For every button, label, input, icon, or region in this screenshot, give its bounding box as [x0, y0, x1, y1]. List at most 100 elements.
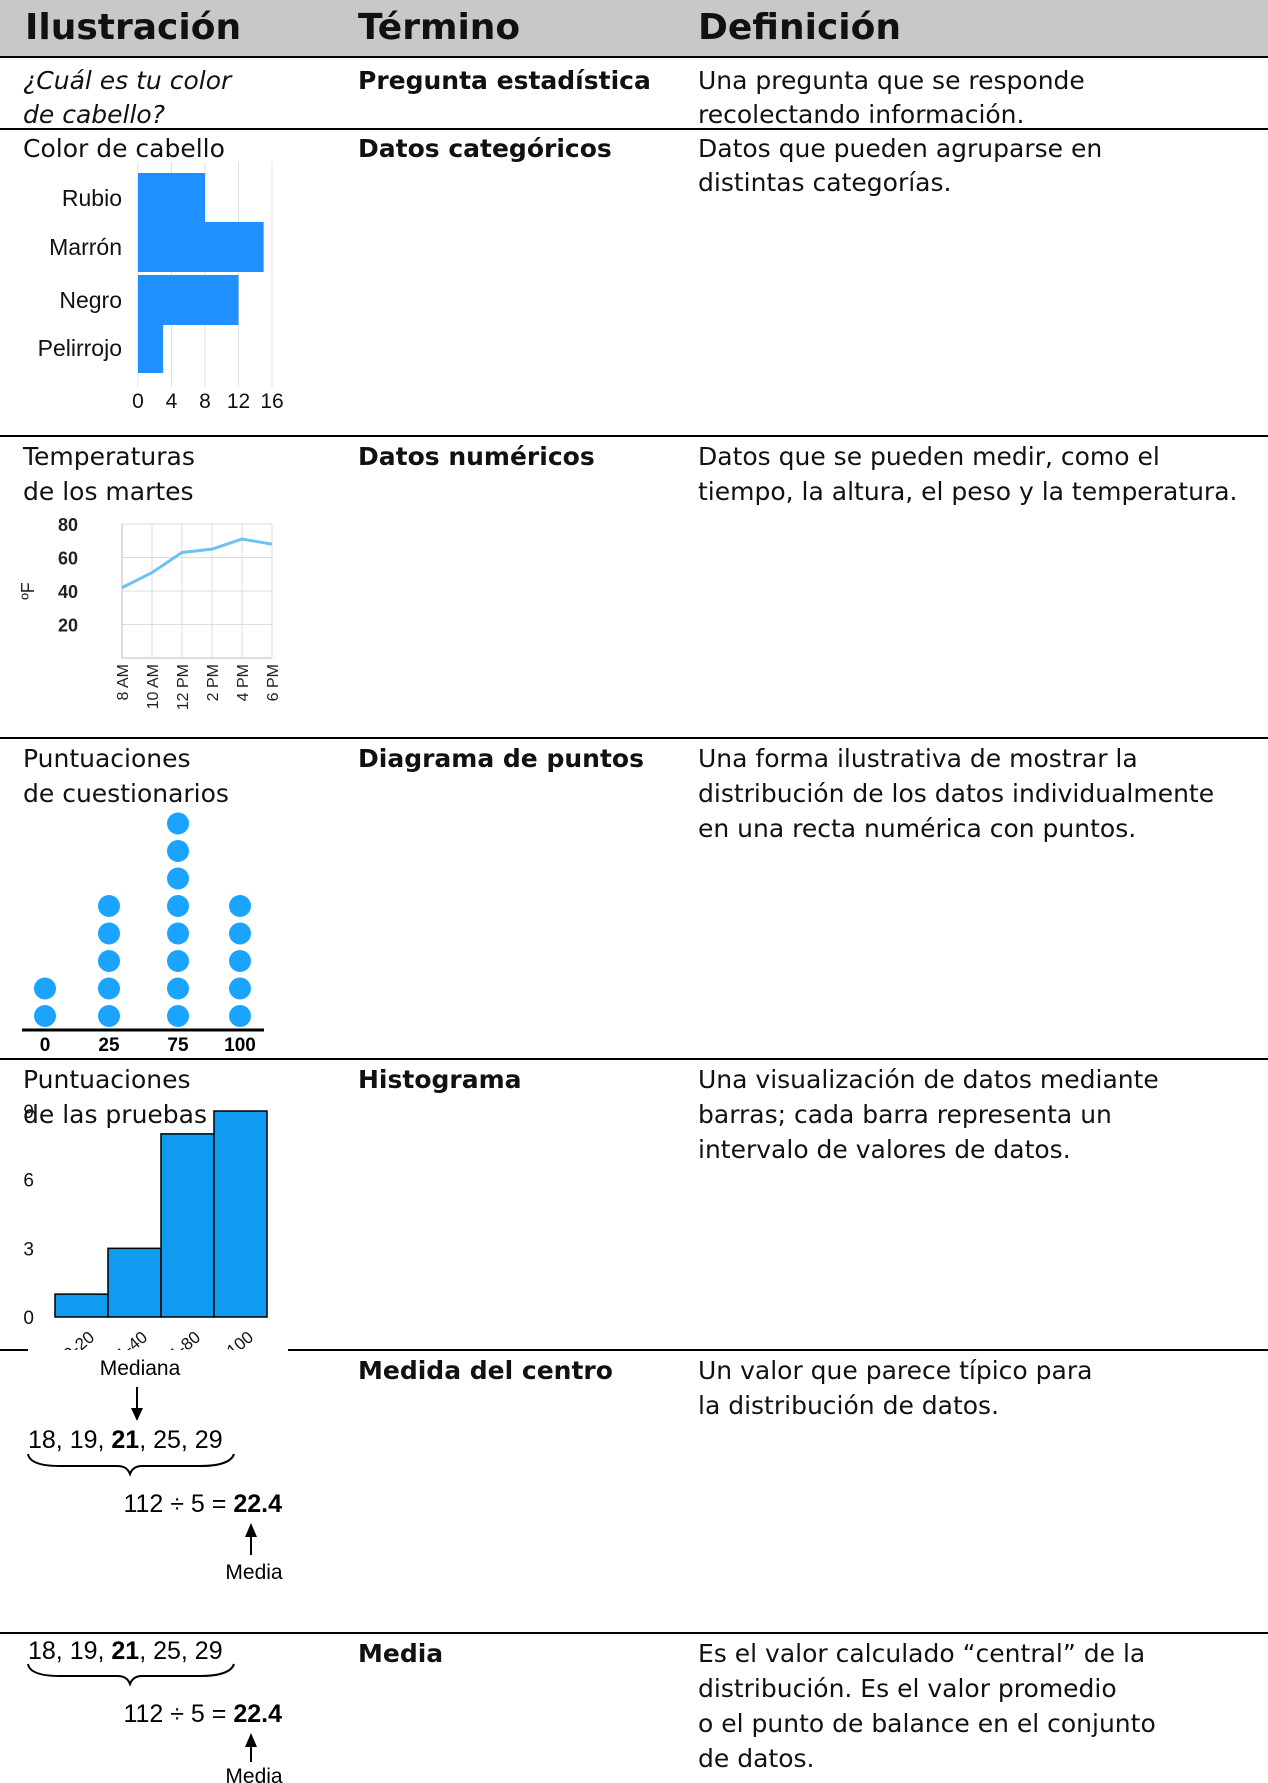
- x-tick-label: 0: [132, 390, 144, 413]
- table-row: Color de cabello 0 4 8 12 16 Rubio Marrón Negro…: [0, 130, 1268, 433]
- dot-plot: 0 25 75 100: [22, 812, 264, 1056]
- data-dot: [229, 1005, 251, 1027]
- row-divider: [0, 128, 1268, 130]
- histogram-bar: [54, 1293, 109, 1318]
- data-dot: [34, 977, 56, 1000]
- series-line: [121, 537, 273, 589]
- row-divider: [0, 737, 1268, 739]
- row-divider-right: [288, 1349, 1268, 1351]
- chart-title-line-1: Puntuaciones: [23, 744, 191, 773]
- y-tick-label: 0: [23, 1308, 34, 1329]
- row-divider: [0, 1632, 1268, 1634]
- chart-title-line-2: de los martes: [23, 477, 194, 506]
- category-label: Pelirrojo: [38, 335, 122, 361]
- mean-calculation: 112 ÷ 5 = 22.4: [123, 1700, 282, 1728]
- y-tick-label: 3: [23, 1239, 34, 1260]
- table-row: Puntuaciones de las pruebas 0 3 6 9 0-20 21-4…: [0, 1060, 1268, 1350]
- bar: [138, 222, 264, 272]
- term-label: Medida del centro: [358, 1356, 613, 1385]
- data-dot: [167, 977, 189, 1000]
- x-tick-label: 12: [227, 390, 250, 413]
- media-label: Media: [225, 1765, 283, 1783]
- histogram: 0 3 6 9 0-20 21-40 41-8081-100: [23, 1102, 268, 1350]
- category-label: Marrón: [49, 234, 122, 260]
- arrow-up-icon: [245, 1733, 257, 1762]
- term-label: Histograma: [358, 1065, 522, 1094]
- x-tick-label: 25: [98, 1035, 120, 1056]
- chart-title: Color de cabello: [23, 134, 225, 163]
- x-tick-label: 12 PM: [175, 664, 192, 710]
- x-tick-label: 6 PM: [265, 664, 282, 701]
- term-label: Datos numéricos: [358, 442, 595, 471]
- y-axis-label: ºF: [18, 582, 38, 600]
- data-dot: [98, 1005, 120, 1027]
- definition-line: en una recta numérica con puntos.: [698, 814, 1137, 843]
- y-tick-label: 9: [23, 1102, 34, 1123]
- bar: [138, 173, 205, 223]
- header-definition: Definición: [698, 7, 901, 48]
- definition-line: la distribución de datos.: [698, 1391, 1000, 1420]
- illustration-question-line-2: de cabello?: [23, 100, 165, 129]
- data-dot: [229, 895, 251, 917]
- definition-line: distribución de los datos individualment…: [698, 779, 1215, 808]
- x-tick-label: 0-20: [60, 1328, 98, 1350]
- y-tick-label: 80: [58, 515, 78, 535]
- definition-line: intervalo de valores de datos.: [698, 1135, 1071, 1164]
- y-tick-label: 6: [23, 1171, 34, 1192]
- data-dot: [98, 977, 120, 1000]
- number-list: 18, 19, 21, 25, 29: [28, 1637, 223, 1665]
- definition-line: distintas categorías.: [698, 168, 952, 197]
- term-label: Diagrama de puntos: [358, 744, 644, 773]
- definition-line: Un valor que parece típico para: [698, 1356, 1093, 1385]
- bar: [138, 323, 164, 373]
- term-label: Datos categóricos: [358, 134, 612, 163]
- header-term: Término: [358, 7, 521, 48]
- line-chart: 20 40 60 80 8 AM 10 AM 12 PM 2 PM 4 PM 6 PM ºF: [18, 515, 282, 710]
- table-row: Puntuaciones de cuestionarios 0 25 75 100 D…: [0, 739, 1268, 1057]
- number-list: 18, 19, 21, 25, 29: [28, 1426, 223, 1454]
- media-label: Media: [225, 1561, 283, 1584]
- x-tick-label: 4: [166, 390, 178, 413]
- measure-of-center-figure: Mediana 18, 19, 21, 25, 29 112 ÷ 5 = 22.…: [27, 1357, 283, 1584]
- histogram-bar: [213, 1110, 268, 1318]
- data-dot: [229, 950, 251, 972]
- header-illustration: Ilustración: [25, 7, 242, 48]
- x-tick-label: 2 PM: [205, 664, 222, 701]
- data-dot: [167, 840, 189, 862]
- horizontal-bar-chart: 0 4 8 12 16 Rubio Marrón Negro Pelirrojo: [38, 162, 284, 413]
- definition-line: barras; cada barra representa un: [698, 1100, 1112, 1129]
- bar: [138, 275, 239, 325]
- row-divider-left: [0, 1349, 28, 1351]
- x-tick-label: 41-80: [159, 1328, 205, 1350]
- table-row: Mediana 18, 19, 21, 25, 29 112 ÷ 5 = 22.…: [0, 1351, 1268, 1634]
- data-dot: [98, 950, 120, 972]
- x-tick-label: 0: [40, 1035, 51, 1056]
- data-dot: [34, 1005, 56, 1027]
- data-dot: [167, 812, 189, 835]
- arrow-up-icon: [245, 1523, 257, 1555]
- arrow-down-icon: [131, 1387, 143, 1421]
- data-dot: [167, 895, 189, 917]
- term-label: Pregunta estadística: [358, 66, 651, 95]
- definition-line: Una visualización de datos mediante: [698, 1065, 1159, 1094]
- definition-line: distribución. Es el valor promedio: [698, 1674, 1117, 1703]
- term-label: Media: [358, 1639, 444, 1668]
- mean-figure: 18, 19, 21, 25, 29 112 ÷ 5 = 22.4 Media: [27, 1637, 283, 1783]
- definition-line: Datos que se pueden medir, como el: [698, 442, 1160, 471]
- data-dot: [167, 1005, 189, 1027]
- brace-icon: [27, 1453, 235, 1477]
- histogram-bar: [160, 1133, 215, 1318]
- data-dot: [167, 950, 189, 972]
- y-tick-label: 60: [58, 549, 78, 569]
- category-label: Rubio: [62, 185, 122, 211]
- x-tick-label: 21-40: [106, 1328, 152, 1350]
- illustration-question-line-1: ¿Cuál es tu color: [23, 66, 232, 95]
- table-header: Ilustración Término Definición: [0, 0, 1268, 58]
- chart-title-line-1: Puntuaciones: [23, 1065, 191, 1094]
- table-row: ¿Cuál es tu color de cabello? Pregunta e…: [0, 58, 1268, 129]
- mean-calculation: 112 ÷ 5 = 22.4: [123, 1490, 282, 1518]
- data-dot: [98, 922, 120, 945]
- chart-title-line-1: Temperaturas: [23, 442, 195, 471]
- definition-line: tiempo, la altura, el peso y la temperat…: [698, 477, 1238, 506]
